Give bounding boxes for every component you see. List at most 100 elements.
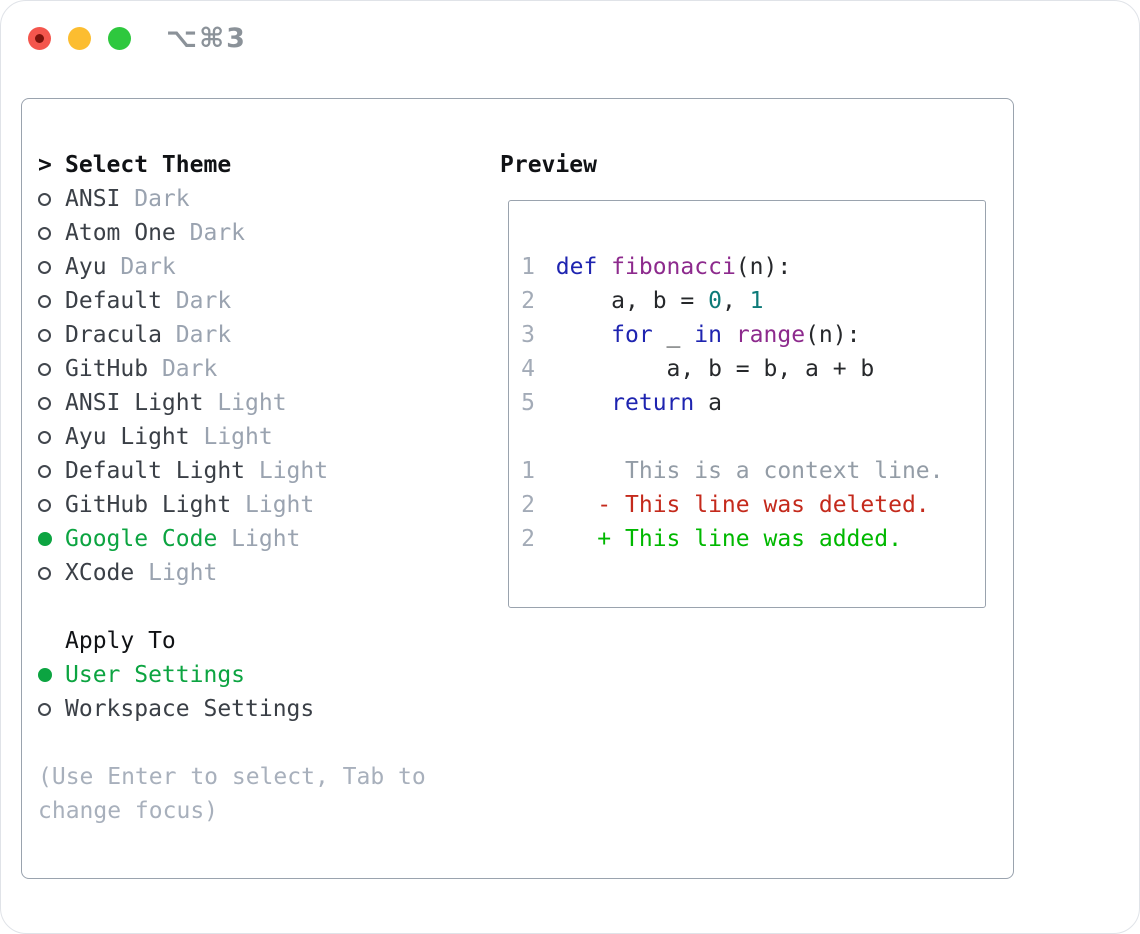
option-label: Google Code	[65, 526, 218, 552]
theme-option[interactable]: ANSI Light Light	[38, 386, 488, 420]
code-token: fibonacci	[611, 254, 736, 280]
titlebar: ⌥⌘3	[1, 1, 1139, 97]
code-line: 4 a, b = b, a + b	[521, 352, 985, 386]
record-dot-icon	[35, 34, 44, 43]
code-token: ,	[721, 288, 750, 314]
option-label: Dracula	[65, 322, 162, 348]
option-variant-label: Light	[258, 458, 329, 484]
code-token: _	[652, 322, 695, 348]
option-label: User Settings	[65, 662, 246, 688]
diff-preview: 1 This is a context line. 2 - This line w…	[521, 454, 985, 556]
code-line: 3 for _ in range (n):	[521, 318, 985, 352]
theme-option[interactable]: GitHub Dark	[38, 352, 488, 386]
option-variant-label: Light	[203, 424, 273, 450]
code-token: for	[611, 322, 653, 348]
theme-option[interactable]: Default Dark	[38, 284, 488, 318]
diff-line-added: 2 + This line was added.	[521, 522, 985, 556]
diff-line-context: 1 This is a context line.	[521, 454, 985, 488]
radio-circle-icon	[38, 702, 65, 716]
minimize-button[interactable]	[68, 27, 91, 50]
option-label: Ayu	[65, 254, 107, 280]
code-line: 2 a, b = 0, 1	[521, 284, 985, 318]
radio-circle-icon	[38, 226, 65, 240]
line-number: 2	[521, 288, 535, 314]
code-token: in	[694, 322, 722, 348]
option-label: ANSI	[65, 186, 121, 212]
theme-option[interactable]: Default Light Light	[38, 454, 488, 488]
theme-option[interactable]: Dracula Dark	[38, 318, 488, 352]
code-token: (n):	[805, 322, 861, 348]
option-label: XCode	[65, 560, 135, 586]
code-token: 0	[708, 288, 722, 314]
diff-line-deleted: 2 - This line was deleted.	[521, 488, 985, 522]
theme-list: ANSI Dark Atom One Dark Ayu Dark Default Dark Dr…	[38, 182, 488, 590]
code-token: return	[611, 390, 695, 416]
code-token: a, b = b, a + b	[555, 356, 875, 382]
radio-circle-icon	[38, 362, 65, 376]
diff-text: This is a context line.	[555, 458, 944, 484]
radio-circle-icon	[38, 566, 65, 580]
option-variant-label: Light	[245, 492, 315, 518]
option-variant-label: Light	[231, 526, 301, 552]
close-button[interactable]	[28, 27, 51, 50]
select-theme-title: Select Theme	[65, 152, 232, 178]
line-number: 1	[521, 254, 535, 280]
option-variant-label: Light	[148, 560, 218, 586]
code-token: def	[555, 254, 598, 280]
theme-option[interactable]: ANSI Dark	[38, 182, 488, 216]
code-token: range	[735, 322, 806, 348]
theme-option[interactable]: Google Code Light	[38, 522, 488, 556]
line-number: 2	[521, 492, 535, 518]
option-label: Ayu Light	[65, 424, 190, 450]
theme-option[interactable]: Ayu Light Light	[38, 420, 488, 454]
code-line: 1 def fibonacci (n):	[521, 250, 985, 284]
option-variant-label: Dark	[175, 322, 232, 348]
radio-circle-icon	[38, 430, 65, 444]
theme-selector-column: > Select Theme ANSI Dark Atom One Dark Ayu Da…	[38, 148, 488, 828]
line-number: 2	[521, 526, 535, 552]
diff-text: - This line was deleted.	[555, 492, 930, 518]
option-variant-label: Dark	[175, 288, 232, 314]
code-token: 1	[749, 288, 764, 314]
select-theme-header: > Select Theme	[38, 148, 488, 182]
apply-to-list: User Settings Workspace Settings	[38, 658, 488, 726]
option-label: Workspace Settings	[65, 696, 315, 722]
apply-option[interactable]: Workspace Settings	[38, 692, 488, 726]
line-number: 3	[521, 322, 535, 348]
option-label: Default	[65, 288, 162, 314]
apply-to-title: Apply To	[65, 628, 176, 654]
theme-option[interactable]: Ayu Dark	[38, 250, 488, 284]
code-token: a	[694, 390, 722, 416]
code-diff-spacer	[521, 420, 985, 454]
theme-option[interactable]: XCode Light	[38, 556, 488, 590]
zoom-button[interactable]	[108, 27, 131, 50]
line-number: 1	[521, 458, 535, 484]
option-label: GitHub	[65, 356, 149, 382]
apply-option[interactable]: User Settings	[38, 658, 488, 692]
option-label: ANSI Light	[65, 390, 204, 416]
theme-option[interactable]: GitHub Light Light	[38, 488, 488, 522]
option-variant-label: Dark	[161, 356, 218, 382]
option-variant-label: Dark	[189, 220, 246, 246]
radio-circle-icon	[38, 294, 65, 308]
section-spacer	[38, 726, 488, 760]
option-label: GitHub Light	[65, 492, 232, 518]
option-label: Atom One	[65, 220, 176, 246]
window-shortcut-label: ⌥⌘3	[166, 23, 247, 54]
theme-option[interactable]: Atom One Dark	[38, 216, 488, 250]
diff-text: + This line was added.	[555, 526, 902, 552]
code-token	[556, 386, 611, 420]
preview-title: Preview	[500, 152, 597, 178]
code-token	[556, 318, 611, 352]
line-number: 4	[521, 356, 535, 382]
code-line: 5 return a	[521, 386, 985, 420]
radio-circle-icon	[38, 192, 65, 206]
option-label: Default Light	[65, 458, 246, 484]
radio-selected-icon	[38, 668, 65, 682]
line-number: 5	[521, 390, 535, 416]
radio-circle-icon	[38, 260, 65, 274]
radio-circle-icon	[38, 464, 65, 478]
option-variant-label: Dark	[120, 254, 176, 280]
